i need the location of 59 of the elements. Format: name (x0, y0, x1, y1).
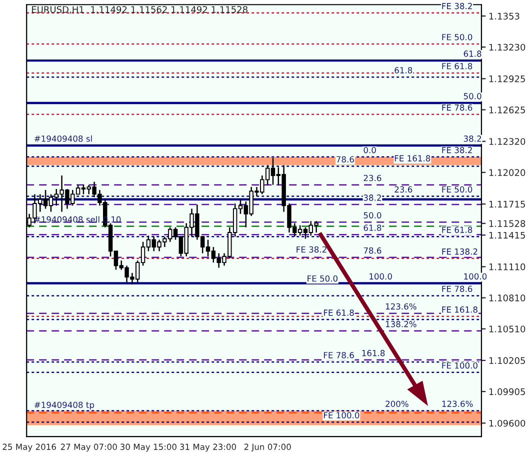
chart-title: EURUSD,H1 1.11492 1.11562 1.11492 1.11528 (32, 6, 248, 14)
y-tick-label: 1.12320 (489, 138, 526, 145)
annotation: 100.0 (464, 273, 487, 280)
y-tick-label: 1.10205 (489, 357, 525, 364)
annotation: FE 100.0 (324, 412, 360, 418)
annotation: FE 78.6 (324, 352, 354, 358)
x-tick-label: 25 May 2016 (2, 444, 56, 452)
annotation: FE 61.8 (442, 226, 472, 233)
annotation: 138.2% (386, 320, 416, 328)
annotation: FE 38.2 (442, 146, 472, 154)
y-tick-label: 1.11415 (489, 232, 525, 239)
annotation: FE 61.8 (442, 62, 472, 70)
y-tick-label: 1.11528 (489, 220, 526, 227)
y-tick-label: 1.12625 (489, 106, 525, 114)
annotation: FE 38.2 (442, 2, 472, 10)
y-tick-label: 1.10510 (489, 326, 526, 332)
y-tick-label: 1.1353 (489, 12, 520, 20)
y-tick-label: 1.09600 (489, 420, 526, 427)
annotation: FE 161.8 (394, 155, 430, 162)
y-tick-label: 1.11110 (489, 263, 526, 270)
annotation: #19409408 sl (34, 135, 92, 142)
annotation: FE 138.2 (442, 248, 478, 255)
x-tick-label: 31 May 23:00 (180, 444, 236, 452)
annotation: 123.6% (386, 303, 416, 310)
x-tick-label: 2 Jun 07:00 (244, 444, 291, 452)
annotation: 23.6 (364, 174, 382, 182)
annotation: 61.8 (394, 67, 412, 74)
annotation: 61.8 (364, 224, 382, 231)
y-tick-label: 1.13230 (489, 44, 526, 51)
annotation: FE 78.6 (442, 104, 472, 111)
annotation: FE 38.2 (296, 246, 326, 253)
y-tick-label: 1.12020 (489, 169, 526, 176)
annotation: FE 100.0 (442, 362, 478, 369)
annotation: 78.6 (336, 156, 354, 163)
annotation: 161.8 (362, 350, 385, 356)
annotation: 123.6% (442, 400, 473, 407)
annotation: FE 161.8 (442, 306, 478, 313)
y-tick-label: 1.09905 (489, 388, 525, 396)
annotation: 61.8 (464, 50, 482, 57)
annotation: 23.6 (394, 186, 412, 193)
annotation: 38.2 (364, 194, 381, 201)
annotation: FE 50.0 (442, 34, 472, 40)
annotation: 78.6 (364, 247, 382, 254)
annotation: 100.0 (370, 273, 392, 280)
y-tick-label: 1.12925 (489, 75, 525, 82)
x-tick-label: 30 May 15:00 (120, 444, 176, 452)
annotation: 0.0 (364, 146, 376, 154)
annotation: FE 78.6 (442, 286, 472, 292)
y-tick-label: 1.11715 (489, 200, 525, 208)
annotation: #19409408 tp (34, 402, 94, 410)
annotation: FE 50.0 (308, 275, 338, 282)
annotation: 50.0 (364, 212, 382, 218)
annotation: 200% (386, 400, 408, 407)
annotation: 50.0 (464, 93, 482, 100)
annotation: FE 50.0 (442, 186, 472, 193)
x-tick-label: 27 May 07:00 (60, 444, 117, 452)
annotation: FE 61.8 (324, 310, 354, 316)
y-tick-label: 1.10810 (489, 294, 526, 302)
annotation: 38.2 (464, 136, 481, 142)
